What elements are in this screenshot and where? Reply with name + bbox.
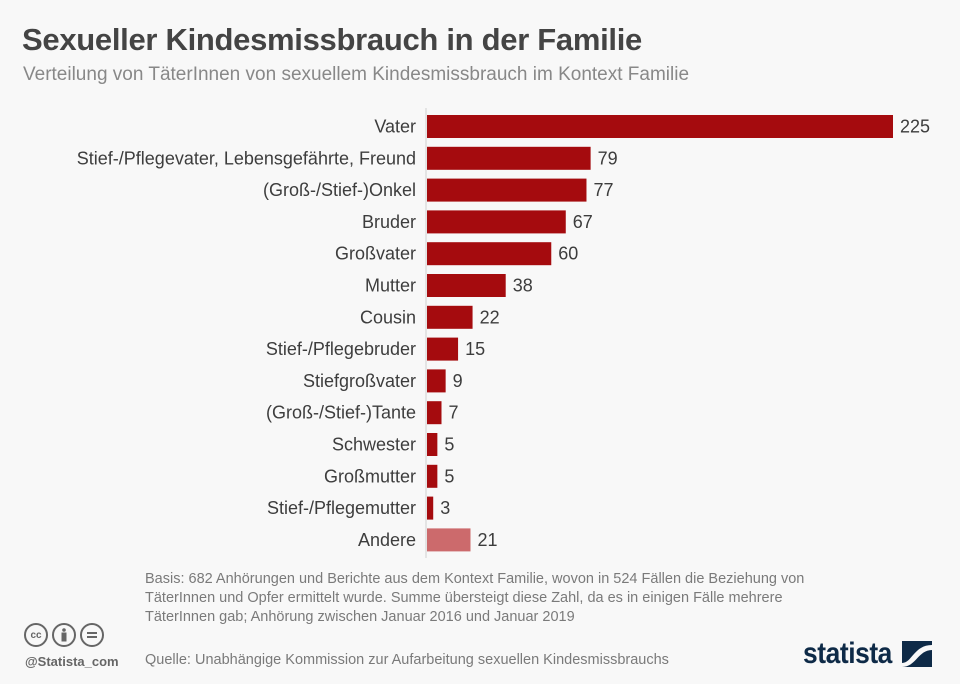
bar[interactable] [427,146,591,170]
data-label: 15 [465,339,485,359]
bar[interactable] [427,242,552,266]
cc-icon: cc [24,623,48,647]
bar[interactable] [427,496,434,520]
bar[interactable] [427,305,473,329]
data-label: 38 [513,276,533,296]
category-label: Cousin [360,307,416,327]
bar[interactable] [427,369,446,393]
data-label: 67 [573,212,593,232]
data-label: 9 [453,371,463,391]
bar[interactable] [427,401,442,425]
bar[interactable] [427,178,587,202]
category-label: (Groß-/Stief-)Onkel [263,180,416,200]
source-note: Quelle: Unabhängige Kommission zur Aufar… [145,652,669,668]
bar[interactable] [427,337,459,361]
data-label: 5 [444,435,454,455]
category-label: Mutter [365,276,416,296]
bar[interactable] [427,464,438,488]
data-label: 225 [900,117,930,137]
statista-logo-icon [902,641,933,667]
category-label: Großmutter [324,466,416,486]
data-label: 79 [598,148,618,168]
data-label: 3 [440,498,450,518]
category-label: Schwester [332,435,416,455]
statista-logo-text: statista [803,637,892,670]
category-label: Großvater [335,244,416,264]
bar[interactable] [427,433,438,456]
data-label: 77 [593,180,613,200]
bar[interactable] [427,115,893,138]
category-label: Vater [374,117,416,137]
bar[interactable] [427,210,566,234]
data-label: 60 [558,244,578,264]
statista-handle[interactable]: @Statista_com [25,654,119,669]
data-label: 22 [480,307,500,327]
data-label: 21 [477,530,497,550]
statista-logo[interactable]: statista [803,637,933,671]
license-icons: cc [24,623,104,647]
footnote: Basis: 682 Anhörungen und Berichte aus d… [145,571,805,625]
no-derivatives-icon [80,623,104,647]
category-label: Bruder [362,212,416,232]
category-label: Stief-/Pflegebruder [266,339,416,359]
chart-subtitle: Verteilung von TäterInnen von sexuellem … [23,64,690,85]
data-label: 5 [444,466,454,486]
category-label: Stiefgroßvater [303,371,416,391]
category-label: Stief-/Pflegevater, Lebensgefährte, Freu… [77,148,416,168]
chart-title: Sexueller Kindesmissbrauch in der Famili… [22,22,642,57]
data-label: 7 [448,403,458,423]
category-label: Stief-/Pflegemutter [267,498,416,518]
attribution-icon [52,623,76,647]
bar[interactable] [427,528,471,552]
category-label: (Groß-/Stief-)Tante [266,403,416,423]
bar[interactable] [427,274,506,297]
category-label: Andere [358,530,416,550]
